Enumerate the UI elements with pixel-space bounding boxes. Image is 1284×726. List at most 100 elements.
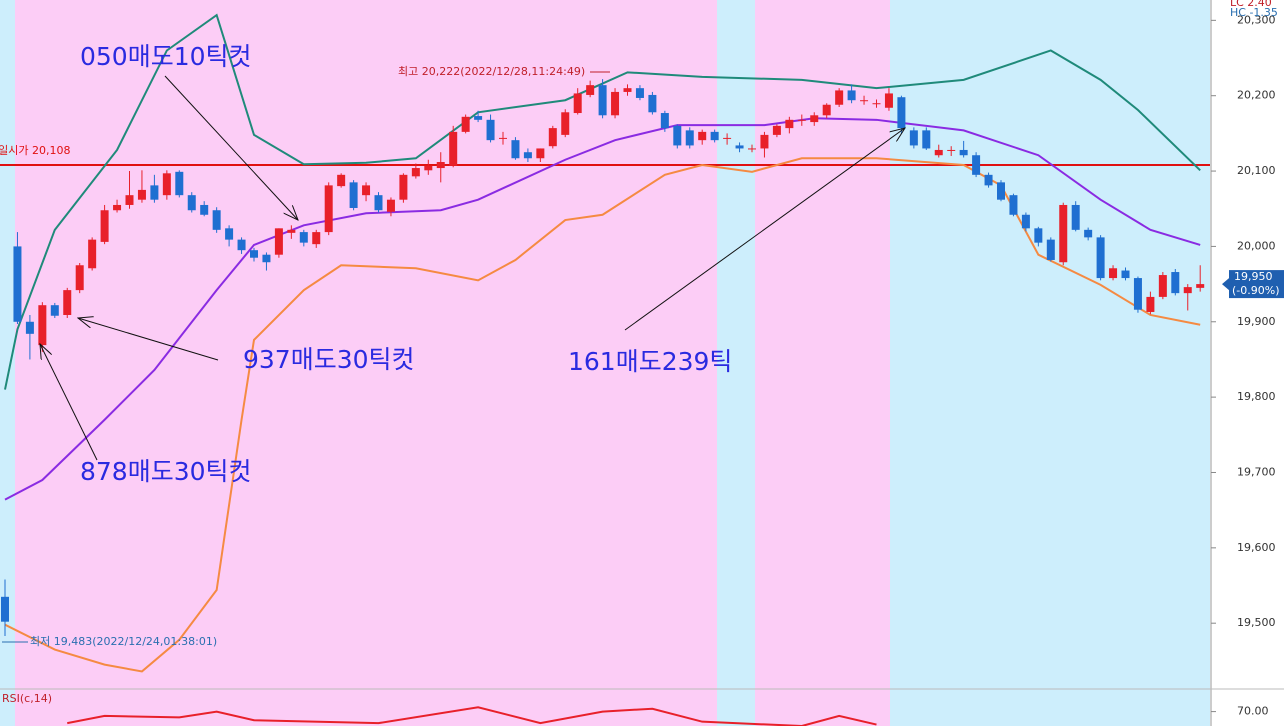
candle-body <box>835 90 844 105</box>
candle-body <box>997 182 1005 200</box>
arrow <box>164 75 298 220</box>
note: 878매도30틱컷 <box>80 457 252 486</box>
candle-body <box>212 210 221 230</box>
candle-body <box>486 119 495 141</box>
low-label: 최저 19,483(2022/12/24,01:38:01) <box>30 635 217 648</box>
high-label: 최고 20,222(2022/12/28,11:24:49) <box>398 65 585 78</box>
candle-body <box>934 149 943 156</box>
candle-body <box>797 119 806 121</box>
candle-body <box>872 103 881 105</box>
candle-body <box>287 229 296 233</box>
price-label: 19,950 <box>1234 270 1273 283</box>
y-tick-label: 19,800 <box>1237 390 1276 403</box>
candle-body <box>474 116 483 120</box>
candle-body <box>685 130 694 146</box>
plot-area: 당일시가 20,108 <box>0 13 1210 673</box>
candle-body <box>1 596 9 622</box>
candle-body <box>1109 268 1118 279</box>
arrow <box>40 344 98 461</box>
candle-body <box>748 148 756 150</box>
candle-body <box>1121 270 1130 279</box>
candle-body <box>1009 195 1018 215</box>
candle-body <box>187 195 196 211</box>
candle-body <box>399 174 408 200</box>
candle-body <box>847 90 856 101</box>
candle-body <box>125 195 134 205</box>
candle-body <box>710 131 719 141</box>
candle-body <box>424 165 433 171</box>
candle-body <box>573 93 582 114</box>
candle-body <box>449 131 458 166</box>
candle-body <box>1133 278 1142 310</box>
candle-body <box>723 137 732 139</box>
candle-body <box>1046 239 1055 260</box>
candle-body <box>698 131 707 141</box>
candle-body <box>984 174 993 186</box>
candle-body <box>586 85 595 95</box>
candle-body <box>349 182 358 208</box>
y-axis: 20,300 20,200 20,100 20,000 19,900 19,800 19,7… <box>1211 13 1284 718</box>
candle-body <box>499 137 507 139</box>
y-tick-label: 20,000 <box>1237 239 1276 252</box>
header-stat: HC -1.35 <box>1230 6 1278 19</box>
candle-body <box>548 128 557 147</box>
candle-body <box>810 115 819 123</box>
candle-body <box>150 185 159 200</box>
candle-body <box>262 254 271 263</box>
header-stat: LC 2.40 <box>1230 0 1272 9</box>
price-change: (-0.90%) <box>1232 284 1280 297</box>
y-tick-label: 20,100 <box>1237 164 1276 177</box>
reference-label: 당일시가 20,108 <box>0 143 70 157</box>
candle-body <box>386 199 395 212</box>
candle-body <box>897 97 906 129</box>
candle-body <box>374 195 383 211</box>
candle-body <box>137 189 146 200</box>
candle-body <box>1146 296 1155 312</box>
candle-body <box>660 113 669 129</box>
candle-body <box>200 204 209 215</box>
candle-body <box>511 140 520 159</box>
note: 050매도10틱컷 <box>80 42 252 71</box>
candle-body <box>461 116 470 132</box>
candle-body <box>63 290 72 315</box>
candle-body <box>113 204 122 211</box>
candle-body <box>1084 229 1093 238</box>
candle-body <box>225 228 234 240</box>
note: 937매도30틱컷 <box>243 345 415 374</box>
candle-body <box>237 239 246 251</box>
candle-body <box>884 93 893 108</box>
candle-body <box>1158 275 1167 297</box>
candle-body <box>299 232 308 243</box>
candle-body <box>162 173 171 196</box>
candle-body <box>1034 228 1043 243</box>
candle-body <box>25 321 34 334</box>
arrow <box>624 128 905 331</box>
candle-body <box>1059 204 1068 263</box>
y-tick-label: 19,900 <box>1237 315 1276 328</box>
candle-body <box>88 239 97 269</box>
candle-body <box>312 232 321 245</box>
y-tick-label: 19,600 <box>1237 541 1276 554</box>
candle-body <box>673 125 682 146</box>
candle-body <box>100 210 109 242</box>
candle-body <box>772 125 781 135</box>
y-tick-label: 20,200 <box>1237 89 1276 102</box>
candle-body <box>1171 272 1180 294</box>
candle-body <box>13 246 22 322</box>
annotations: 050매도10틱컷 937매도30틱컷 878매도30틱컷 161매도239틱 … <box>2 0 1278 705</box>
candle-body <box>50 305 59 316</box>
candle-body <box>611 91 620 116</box>
candle-body <box>1071 204 1080 230</box>
candle-body <box>561 112 570 135</box>
arrow <box>78 318 219 361</box>
candle-body <box>760 134 769 149</box>
candle-body <box>1021 214 1030 229</box>
candle-body <box>436 162 445 169</box>
candle-body <box>1196 284 1205 288</box>
candle-body <box>959 149 968 156</box>
candle-body <box>274 228 283 255</box>
line-series <box>4 117 1201 501</box>
candle-body <box>623 88 632 92</box>
candle-body <box>598 85 607 116</box>
